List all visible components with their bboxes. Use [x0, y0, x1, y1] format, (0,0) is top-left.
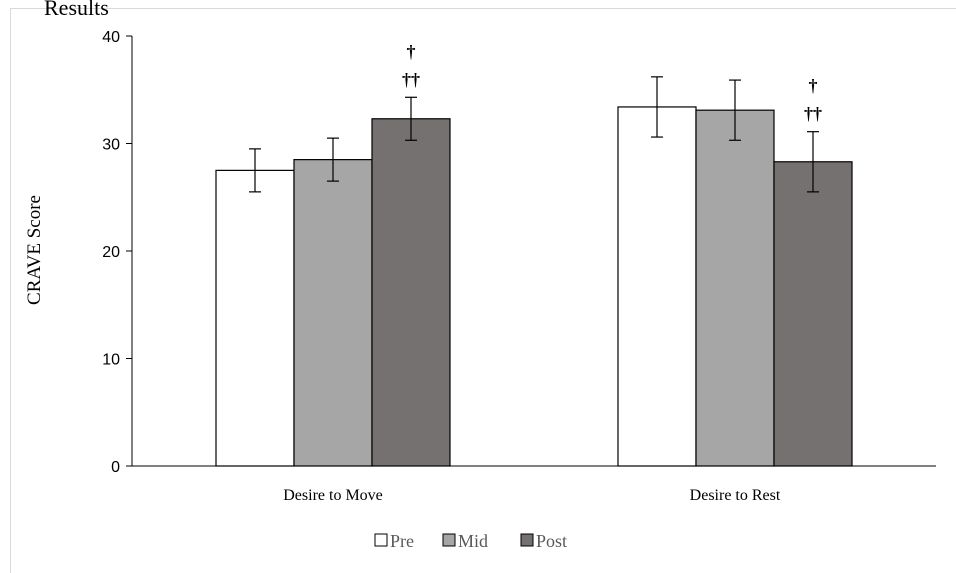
- bar-mid: [695, 109, 775, 467]
- legend-swatch-post: [520, 533, 534, 547]
- significance-marker: ††: [402, 69, 420, 89]
- y-tick-label: 0: [111, 459, 120, 476]
- legend-label-pre: Pre: [390, 531, 414, 551]
- error-bars: [249, 76, 819, 193]
- y-tick-label: 20: [102, 244, 120, 261]
- y-tick-label: 30: [102, 137, 120, 154]
- y-axis-label: CRAVE Score: [24, 195, 45, 305]
- bar-pre: [617, 106, 697, 467]
- significance-marker: ††: [804, 104, 822, 124]
- legend-swatch-mid: [442, 533, 456, 547]
- significance-markers: ††† †††: [402, 41, 822, 123]
- bar-post: [371, 118, 451, 467]
- bar-pre: [215, 169, 295, 467]
- bar-mid: [293, 159, 373, 467]
- bar-group: [215, 106, 853, 467]
- significance-marker: †: [407, 41, 416, 61]
- legend-label-post: Post: [536, 531, 567, 551]
- y-tick-label: 10: [102, 352, 120, 369]
- legend-swatch-pre: [374, 533, 388, 547]
- category-labels: Desire to Move Desire to Rest: [283, 487, 781, 504]
- y-tick-label: 40: [102, 29, 120, 46]
- category-label: Desire to Rest: [690, 487, 781, 504]
- section-heading-fragment: Results: [44, 0, 109, 20]
- chart-area: Results: [10, 0, 956, 573]
- bar-post: [773, 161, 853, 467]
- category-label: Desire to Move: [283, 487, 383, 504]
- y-axis-ticks: 0 10 20 30 40: [102, 29, 132, 476]
- legend: Pre Mid Post: [374, 531, 567, 551]
- legend-label-mid: Mid: [458, 531, 488, 551]
- significance-marker: †: [809, 76, 818, 96]
